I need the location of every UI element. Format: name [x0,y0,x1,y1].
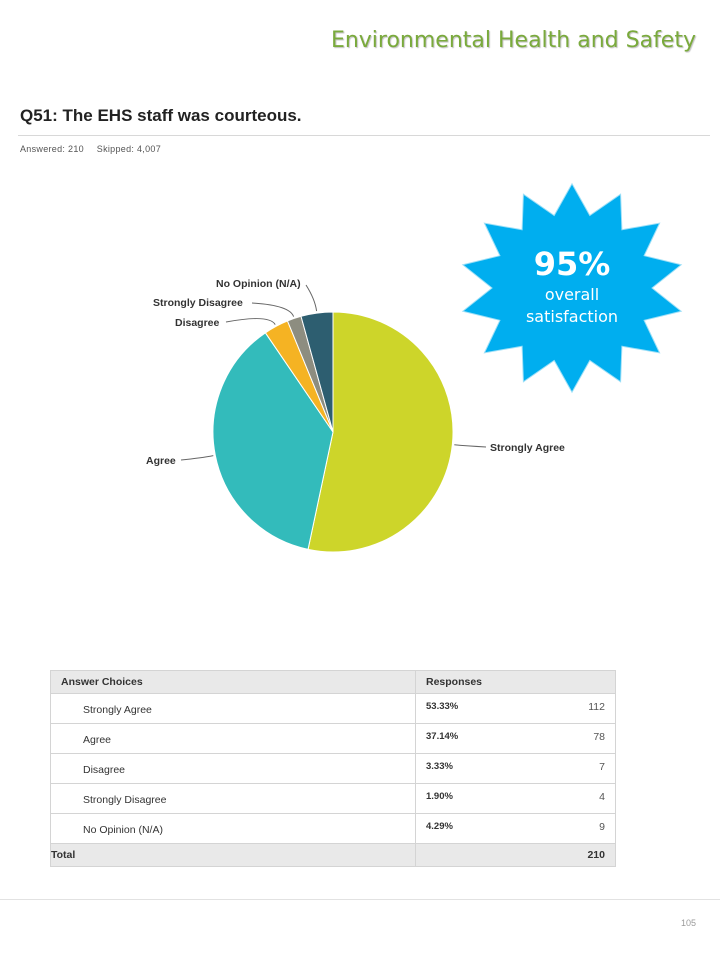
pie-slice-agree [212,332,334,550]
response-count: 9 [599,821,605,833]
starburst-badge [461,182,683,394]
slice-label: Strongly Disagree [153,297,243,309]
response-percent: 4.29% [426,821,453,832]
table-row: Strongly Agree 53.33% 112 [50,693,616,724]
leader-line [454,444,487,448]
slice-label: Disagree [175,317,220,329]
response-percent: 1.90% [426,791,453,802]
choice-label: Disagree [83,764,126,776]
choice-label: Strongly Disagree [83,794,167,806]
total-row: Total 210 [50,843,616,867]
response-count: 112 [588,701,605,713]
leader-line [225,318,276,325]
table-row: Disagree 3.33% 7 [50,753,616,784]
pie-chart: Strongly Agree Agree Disagree Strongly Disa… [146,278,565,553]
slice-label: No Opinion (N/A) [216,278,301,290]
total-label: Total [50,843,416,867]
response-percent: 3.33% [426,761,453,772]
total-count: 210 [415,843,616,867]
question-title: Q51: The EHS staff was courteous. [20,106,302,125]
choice-label: Strongly Agree [83,704,152,716]
starburst-shape [461,182,683,394]
choice-label: Agree [83,734,112,746]
slice-label: Agree [146,455,176,467]
answered-count: Answered: 210 [20,144,84,154]
skipped-count: Skipped: 4,007 [96,144,162,154]
leader-line [180,455,214,461]
leader-line [305,284,318,312]
footer-divider [0,899,720,900]
response-count: 4 [599,791,605,803]
badge-percent: 95% [533,245,611,283]
responses-table: Answer Choices Responses Strongly Agree … [50,670,616,867]
badge-caption: overall satisfaction [525,285,619,326]
response-percent: 53.33% [426,701,459,712]
leader-line [251,302,295,317]
response-percent: 37.14% [426,731,459,742]
header-responses: Responses [415,670,616,694]
response-count: 7 [599,761,605,773]
badge-text: 95% overall satisfaction [452,244,692,328]
response-count: 78 [593,731,605,743]
pie-slice-strongly-agree [307,311,454,553]
pie-slice-no-opinion-n-a [300,311,334,433]
page-header-title: Environmental Health and Safety [330,28,696,53]
page-number: 105 [680,918,696,928]
table-row: Strongly Disagree 1.90% 4 [50,783,616,814]
response-meta: Answered: 210 Skipped: 4,007 [20,144,171,154]
header-answer-choices: Answer Choices [50,670,416,694]
choice-label: No Opinion (N/A) [83,824,163,836]
slice-label: Strongly Agree [490,442,565,454]
table-row: Agree 37.14% 78 [50,723,616,754]
question-divider [18,135,710,136]
table-row: No Opinion (N/A) 4.29% 9 [50,813,616,844]
